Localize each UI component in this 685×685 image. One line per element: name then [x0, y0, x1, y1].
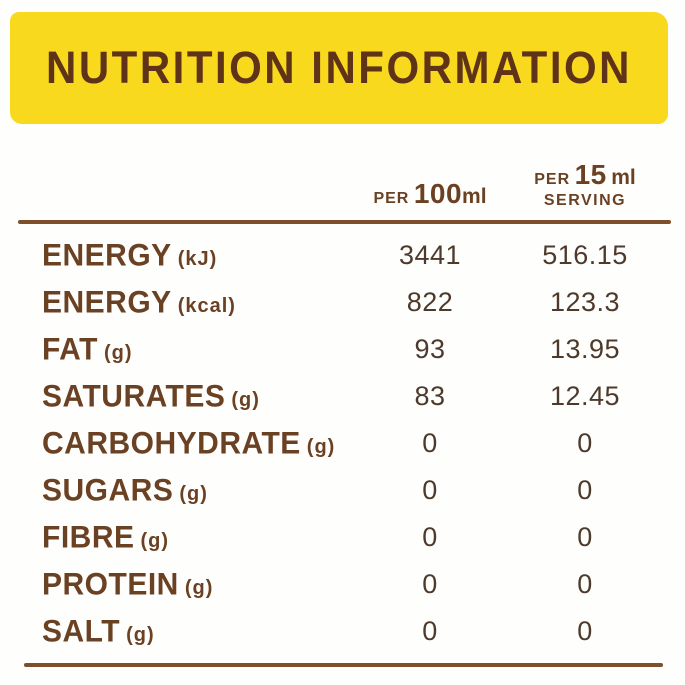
per-100ml-value: 0	[422, 616, 438, 646]
nutrient-unit: (g)	[306, 435, 336, 458]
table-header-row: PER 100ml PER 15 ml SERVING	[42, 138, 665, 220]
per-15ml-value: 516.15	[542, 240, 628, 270]
nutrient-cell: ENERGY (kJ)	[42, 237, 355, 273]
title-banner: NUTRITION INFORMATION	[10, 12, 668, 124]
per-15ml-value: 123.3	[549, 287, 621, 317]
nutrient-name: CARBOHYDRATE	[42, 425, 301, 461]
table-row: FAT (g) 93 13.95	[42, 326, 665, 373]
per-15ml-amount: 15	[574, 159, 607, 191]
column-header-per-15ml-serving: PER 15 ml SERVING	[505, 159, 665, 210]
per-15ml-value: 0	[577, 475, 593, 505]
nutrient-cell: CARBOHYDRATE (g)	[42, 425, 355, 461]
nutrient-cell: SUGARS (g)	[42, 472, 355, 508]
nutrient-cell: FIBRE (g)	[42, 519, 355, 555]
nutrient-cell: SALT (g)	[42, 613, 355, 649]
nutrient-unit: (g)	[140, 529, 170, 552]
per-100ml-value: 0	[422, 522, 438, 552]
table-row: SUGARS (g) 0 0	[42, 467, 665, 514]
nutrient-unit: (g)	[103, 341, 133, 364]
per-100ml-amount: 100	[413, 177, 463, 209]
nutrient-cell: FAT (g)	[42, 331, 355, 367]
per-100ml-value: 3441	[398, 240, 462, 270]
nutrient-cell: SATURATES (g)	[42, 378, 355, 414]
per-15ml-unit: ml	[611, 166, 636, 190]
nutrient-unit: (g)	[184, 576, 214, 599]
nutrient-unit: (kcal)	[177, 294, 236, 317]
per-15ml-value: 0	[577, 522, 593, 552]
per-15ml-value: 0	[577, 616, 593, 646]
table-row: SALT (g) 0 0	[42, 608, 665, 655]
nutrient-unit: (g)	[126, 623, 155, 646]
per-15ml-value: 12.45	[549, 381, 621, 411]
table-body: ENERGY (kJ) 3441 516.15 ENERGY (kcal) 822 …	[42, 224, 665, 655]
nutrient-name: SATURATES	[42, 378, 226, 414]
nutrient-name: PROTEIN	[42, 566, 179, 602]
per-100ml-value: 0	[422, 475, 438, 505]
nutrient-name: SALT	[42, 613, 121, 649]
per-15ml-value: 0	[577, 569, 593, 599]
per-15ml-prefix: PER	[534, 171, 571, 189]
per-100ml-value: 0	[422, 428, 438, 458]
page-title: NUTRITION INFORMATION	[46, 42, 632, 93]
table-row: ENERGY (kJ) 3441 516.15	[42, 232, 665, 279]
per-100ml-unit: ml	[462, 184, 487, 208]
per-15ml-value: 13.95	[549, 334, 621, 364]
per-100ml-value: 83	[414, 381, 446, 411]
bottom-divider-line	[24, 663, 663, 667]
nutrition-table: PER 100ml PER 15 ml SERVING ENERGY (kJ) 3…	[0, 138, 685, 667]
nutrient-unit: (kJ)	[177, 247, 218, 270]
table-row: ENERGY (kcal) 822 123.3	[42, 279, 665, 326]
nutrient-cell: PROTEIN (g)	[42, 566, 355, 602]
per-15ml-serving-label: SERVING	[543, 191, 627, 209]
nutrient-name: ENERGY	[42, 284, 172, 320]
nutrient-name: FAT	[42, 331, 98, 367]
per-100ml-value: 93	[414, 334, 446, 364]
table-row: FIBRE (g) 0 0	[42, 514, 665, 561]
per-100ml-value: 0	[422, 569, 438, 599]
per-100ml-prefix: PER	[373, 189, 410, 207]
nutrient-cell: ENERGY (kcal)	[42, 284, 355, 320]
nutrient-unit: (g)	[179, 482, 208, 505]
table-row: PROTEIN (g) 0 0	[42, 561, 665, 608]
nutrient-name: SUGARS	[42, 472, 174, 508]
nutrient-unit: (g)	[231, 388, 260, 411]
per-100ml-value: 822	[406, 287, 454, 317]
table-row: SATURATES (g) 83 12.45	[42, 373, 665, 420]
per-15ml-value: 0	[577, 428, 593, 458]
header-divider-line	[18, 220, 671, 224]
nutrient-name: ENERGY	[42, 237, 172, 273]
nutrient-name: FIBRE	[42, 519, 135, 555]
column-header-per-100ml: PER 100ml	[355, 178, 505, 210]
table-row: CARBOHYDRATE (g) 0 0	[42, 420, 665, 467]
